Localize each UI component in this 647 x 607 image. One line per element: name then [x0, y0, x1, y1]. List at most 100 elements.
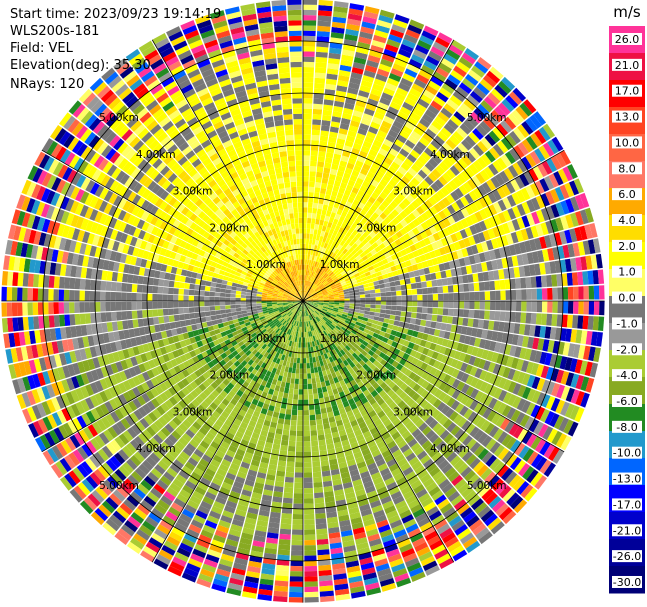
radar-gate [349, 292, 355, 296]
radar-gate [494, 311, 501, 321]
radar-gate [355, 239, 362, 246]
radar-gate [412, 227, 420, 236]
radar-gate [365, 353, 372, 360]
radar-gate [497, 102, 511, 116]
radar-gate [583, 286, 589, 300]
radar-gate [427, 294, 433, 301]
radar-gate [310, 145, 319, 151]
radar-gate [432, 41, 448, 53]
radar-gate [313, 298, 319, 300]
radar-gate [514, 346, 522, 358]
radar-gate [490, 238, 499, 249]
radar-gate [306, 294, 312, 298]
radar-gate [362, 340, 369, 347]
radar-gate [314, 239, 319, 246]
radar-gate [307, 303, 312, 308]
radar-gate [361, 276, 368, 282]
radar-gate [542, 426, 554, 441]
radar-gate [486, 179, 497, 191]
radar-gate [311, 445, 319, 452]
radar-gate [307, 304, 312, 308]
radar-gate [436, 279, 443, 287]
radar-gate [516, 217, 526, 230]
radar-gate [441, 82, 455, 95]
radar-gate [305, 285, 308, 292]
radar-gate [450, 268, 457, 277]
radar-gate [310, 307, 315, 312]
radar-gate [292, 513, 303, 520]
radar-gate [579, 192, 590, 208]
radar-gate [437, 111, 450, 123]
radar-gate [353, 311, 359, 316]
radar-gate [348, 82, 360, 90]
radar-gate [517, 124, 530, 138]
radar-gate [482, 320, 490, 330]
radar-gate [499, 279, 506, 290]
radar-gate [474, 211, 484, 222]
radar-gate [277, 391, 284, 398]
radar-gate [567, 286, 574, 300]
radar-gate [314, 267, 318, 273]
radar-gate [428, 124, 440, 135]
radar-gate [521, 215, 531, 228]
radar-gate [355, 232, 362, 239]
radar-gate [417, 98, 430, 109]
radar-gate [421, 113, 434, 124]
radar-gate [483, 96, 497, 109]
radar-gate [407, 341, 415, 350]
radar-gate [313, 93, 324, 100]
radar-gate [309, 409, 315, 416]
radar-gate [383, 156, 393, 166]
radar-gate [336, 85, 348, 93]
radar-gate [320, 277, 325, 283]
radar-gate [542, 123, 556, 139]
radar-gate [322, 253, 327, 260]
radar-gate [373, 187, 382, 196]
radar-gate [516, 254, 524, 266]
radar-gate [466, 438, 477, 450]
radar-gate [388, 191, 397, 201]
radar-gate [438, 381, 448, 391]
radar-gate [489, 66, 504, 80]
radar-gate [497, 224, 506, 236]
radar-gate [539, 326, 547, 338]
radar-gate [404, 97, 417, 107]
radar-gate [442, 394, 452, 405]
radar-gate [343, 107, 354, 115]
radar-gate [323, 305, 329, 308]
radar-gate [378, 204, 387, 212]
radar-gate [501, 332, 509, 344]
radar-gate [424, 147, 435, 158]
radar-gate [320, 381, 326, 388]
radar-gate [452, 90, 466, 103]
radar-gate [508, 267, 515, 279]
radar-gate [450, 400, 460, 411]
radar-gate [473, 187, 483, 199]
radar-gate [303, 233, 307, 239]
radar-gate [279, 386, 285, 393]
radar-gate [436, 189, 446, 200]
radar-gate [421, 380, 430, 389]
radar-gate [406, 92, 419, 103]
radar-gate [304, 565, 318, 572]
radar-gate [403, 207, 412, 216]
radar-gate [575, 329, 583, 344]
radar-gate [392, 19, 408, 29]
radar-gate [421, 30, 437, 41]
radar-gate [394, 14, 410, 24]
radar-gate [308, 299, 314, 301]
radar-gate [428, 196, 438, 206]
radar-gate [469, 426, 480, 438]
radar-gate [516, 398, 527, 411]
radar-gate [326, 68, 339, 75]
radar-gate [428, 328, 436, 336]
radar-gate [285, 466, 295, 473]
radar-gate [329, 264, 335, 270]
radar-gate [570, 389, 580, 404]
radar-gate [388, 220, 396, 229]
radar-gate [306, 286, 309, 292]
radar-gate [411, 392, 421, 402]
radar-gate [522, 448, 535, 462]
radar-gate [357, 346, 364, 353]
radar-gate [303, 446, 311, 452]
